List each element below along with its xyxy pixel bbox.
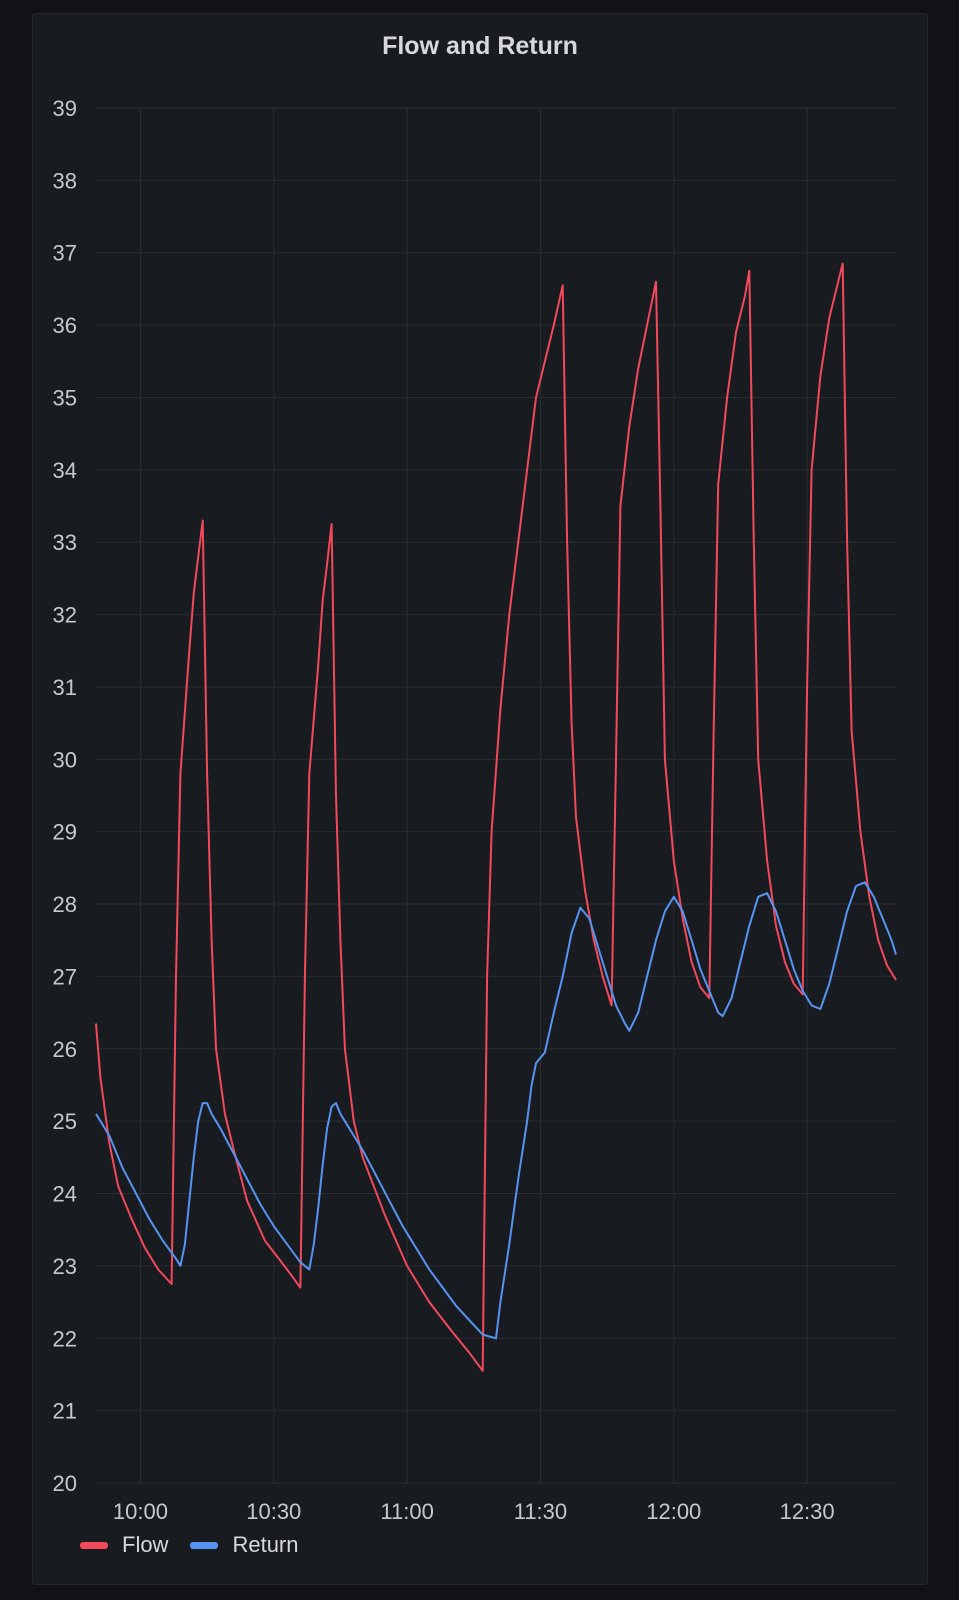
y-tick-label: 37 (53, 241, 77, 266)
x-tick-label: 10:00 (113, 1499, 168, 1524)
axes: 20 21 22 23 24 25 26 27 28 29 30 31 32 33 34 35 36 37 38 39… (53, 96, 835, 1524)
legend-label-return: Return (232, 1532, 299, 1557)
y-tick-label: 31 (53, 675, 77, 700)
chart-panel: Flow and Return (32, 13, 928, 1585)
y-tick-label: 27 (53, 964, 77, 989)
x-tick-label: 12:30 (780, 1499, 835, 1524)
y-tick-label: 26 (53, 1037, 77, 1062)
legend-label-flow: Flow (122, 1532, 169, 1557)
y-tick-label: 32 (53, 603, 77, 628)
legend-item-flow[interactable]: Flow (80, 1532, 168, 1558)
series-line-flow (95, 262, 897, 1372)
grid (96, 107, 896, 1484)
y-tick-label: 20 (53, 1471, 77, 1496)
series (95, 262, 897, 1372)
y-tick-label: 35 (53, 385, 77, 410)
y-tick-label: 29 (53, 820, 77, 845)
y-tick-label: 30 (53, 747, 77, 772)
x-tick-label: 10:30 (246, 1499, 301, 1524)
legend-swatch-return (190, 1541, 219, 1549)
y-tick-label: 23 (53, 1254, 77, 1279)
y-tick-label: 25 (53, 1109, 77, 1134)
y-tick-label: 38 (53, 168, 77, 193)
x-tick-label: 11:00 (380, 1499, 433, 1524)
series-line-return (95, 881, 897, 1340)
legend: Flow Return (80, 1532, 321, 1558)
y-tick-label: 39 (53, 96, 77, 121)
y-tick-label: 34 (53, 458, 77, 483)
legend-swatch-flow (80, 1541, 108, 1549)
x-tick-label: 11:30 (514, 1499, 567, 1524)
x-tick-label: 12:00 (646, 1499, 701, 1524)
y-tick-label: 36 (53, 313, 77, 338)
y-tick-label: 24 (53, 1182, 77, 1207)
y-tick-label: 22 (53, 1326, 77, 1351)
panel-title: Flow and Return (382, 32, 578, 60)
y-tick-label: 21 (53, 1399, 77, 1424)
y-tick-label: 28 (53, 892, 77, 917)
legend-item-return[interactable]: Return (190, 1532, 299, 1558)
y-tick-label: 33 (53, 530, 77, 555)
